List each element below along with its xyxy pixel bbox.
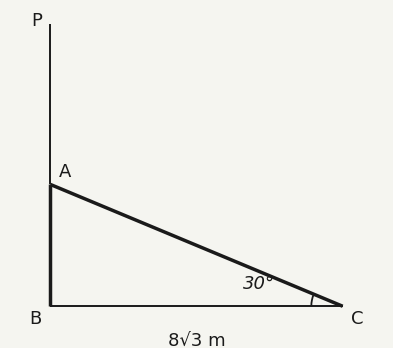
Text: 8√3 m: 8√3 m [168,332,225,348]
Text: B: B [29,310,42,328]
Text: P: P [31,12,42,30]
Text: C: C [351,310,364,328]
Text: 30°: 30° [243,275,275,293]
Text: A: A [59,163,72,181]
